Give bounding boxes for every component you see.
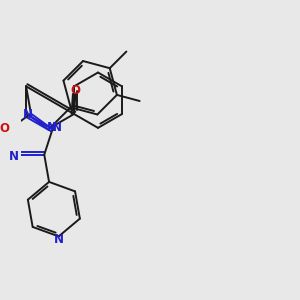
Text: N: N	[8, 149, 18, 163]
Text: O: O	[70, 84, 80, 97]
Text: N: N	[52, 122, 61, 134]
Text: N: N	[47, 121, 57, 134]
Text: N: N	[54, 233, 64, 246]
Text: O: O	[0, 122, 9, 135]
Text: N: N	[22, 108, 32, 121]
